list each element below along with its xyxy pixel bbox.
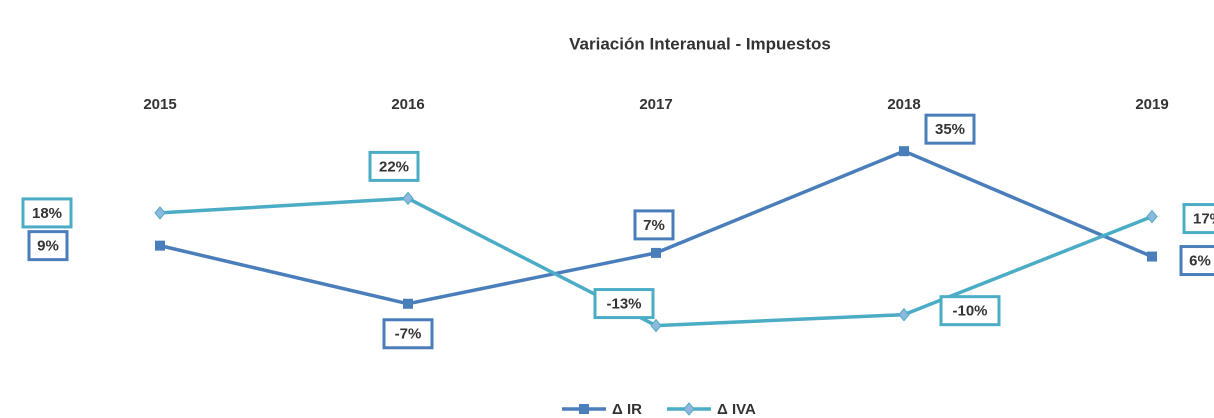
data-label-box — [1182, 203, 1214, 235]
data-label: -7% — [395, 326, 422, 343]
data-label: 6% — [1189, 253, 1211, 270]
marker — [579, 404, 589, 414]
data-label-box — [382, 318, 434, 350]
marker — [403, 298, 413, 309]
x-tick-label: 2019 — [1135, 96, 1168, 113]
marker — [1147, 251, 1157, 262]
legend-label: Δ IVA — [717, 401, 756, 418]
data-label-box — [368, 150, 420, 182]
marker — [651, 247, 661, 258]
x-tick-label: 2017 — [639, 96, 672, 113]
data-label: 7% — [643, 217, 665, 234]
marker — [683, 402, 695, 416]
marker — [1146, 209, 1158, 224]
marker — [155, 240, 165, 251]
x-tick-label: 2018 — [887, 96, 920, 113]
marker — [154, 206, 166, 220]
data-label: -13% — [606, 296, 641, 313]
chart-title: Variación Interanual - Impuestos — [569, 34, 831, 53]
data-label-box — [633, 209, 675, 241]
data-label-box — [27, 230, 69, 262]
marker — [650, 318, 662, 333]
data-label: 9% — [37, 238, 59, 255]
marker — [402, 191, 414, 206]
data-label: 22% — [379, 158, 409, 175]
data-label: 17% — [1193, 211, 1214, 228]
data-label: 18% — [32, 205, 62, 222]
data-label-box — [21, 197, 73, 229]
data-label-box — [939, 295, 1001, 327]
data-label-box — [1179, 245, 1214, 277]
x-tick-label: 2015 — [143, 96, 176, 113]
data-label: -10% — [952, 303, 987, 320]
marker — [898, 307, 910, 322]
legend-label: Δ IR — [612, 401, 642, 418]
x-tick-label: 2016 — [391, 96, 424, 113]
data-label-box — [924, 113, 976, 145]
data-label: 35% — [935, 121, 965, 138]
data-label-box — [593, 288, 655, 320]
marker — [899, 146, 909, 157]
